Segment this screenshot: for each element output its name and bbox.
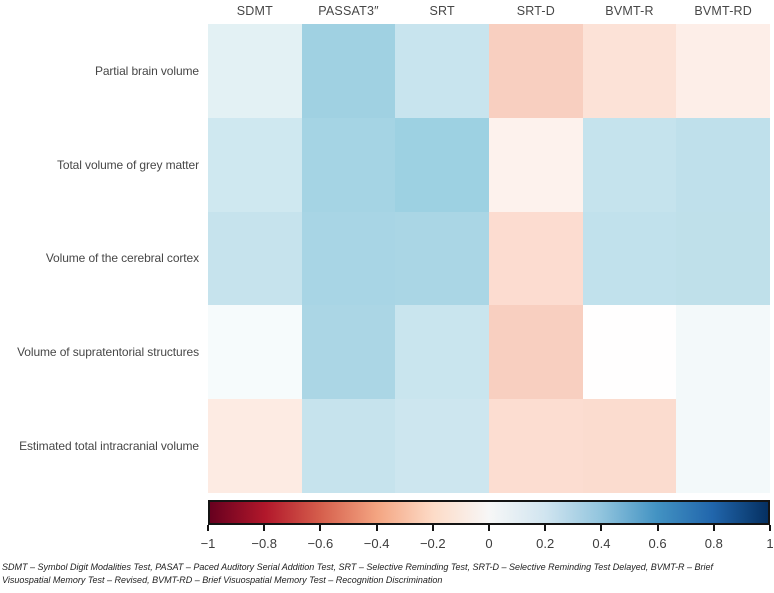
- heatmap-cell-r1-c1: [208, 24, 302, 118]
- heatmap-cell-r1-c3: [395, 24, 489, 118]
- heatmap-cell-r5-c3: [395, 399, 489, 493]
- colorbar-tick-label-0: −1: [200, 536, 216, 551]
- row-labels: Partial brain volume Total volume of grey…: [0, 24, 203, 493]
- colorbar-tick-label-2: −0.6: [307, 536, 334, 551]
- heatmap-cell-r2-c5: [582, 117, 677, 212]
- colorbar-tick-5: [488, 525, 490, 531]
- heatmap-cell-r2-c1: [208, 117, 302, 212]
- heatmap-cell-r2-c3: [395, 117, 489, 212]
- colorbar-ticks: [207, 525, 771, 532]
- colorbar-tick-3: [375, 525, 378, 531]
- colorbar-tick-label-7: 0.4: [592, 536, 611, 551]
- heatmap-cell-r1-c2: [301, 24, 396, 118]
- colorbar-tick-6: [544, 525, 547, 531]
- colorbar-tick-1: [263, 525, 266, 531]
- colorbar-tick-4: [431, 525, 434, 531]
- colorbar-tick-0: [207, 525, 209, 531]
- column-header-srt-d: SRT-D: [516, 4, 555, 18]
- heatmap-cell-r2-c6: [676, 117, 770, 212]
- heatmap-cell-r2-c2: [301, 117, 396, 212]
- heatmap-cell-r3-c6: [676, 211, 770, 306]
- column-header-sdmt: SDMT: [236, 4, 273, 18]
- heatmap-cell-r5-c4: [488, 399, 583, 493]
- colorbar-tick-10: [769, 525, 771, 531]
- heatmap-cell-r3-c2: [301, 211, 396, 306]
- column-headers: SDMT PASSAT3″ SRT SRT-D BVMT-R BVMT-RD: [208, 0, 770, 22]
- heatmap-cell-r2-c4: [488, 117, 583, 212]
- colorbar-tick-2: [319, 525, 322, 531]
- colorbar-tick-label-4: −0.2: [419, 536, 446, 551]
- heatmap-cell-r4-c6: [676, 305, 770, 400]
- row-label-volume-of-the-cerebral-cortex: Volume of the cerebral cortex: [45, 251, 199, 266]
- colorbar: [208, 500, 770, 525]
- heatmap-grid: [208, 24, 770, 493]
- heatmap-cell-r4-c5: [582, 305, 677, 400]
- row-label-total-volume-of-grey-matter: Total volume of grey matter: [56, 157, 199, 172]
- heatmap-cell-r4-c2: [301, 305, 396, 400]
- row-label-volume-of-supratentorial-structures: Volume of supratentorial structures: [17, 345, 199, 360]
- row-label-estimated-total-intracranial-volume: Estimated total intracranial volume: [19, 439, 199, 454]
- heatmap-cell-r4-c4: [488, 305, 583, 400]
- heatmap-cell-r3-c4: [488, 211, 583, 306]
- footnote: SDMT – Symbol Digit Modalities Test, PAS…: [2, 561, 774, 587]
- heatmap-cell-r1-c5: [582, 24, 677, 118]
- column-header-bvmt-r: BVMT-R: [605, 4, 654, 18]
- column-header-passat3: PASSAT3″: [318, 4, 379, 18]
- colorbar-tick-9: [712, 525, 715, 531]
- column-header-bvmt-rd: BVMT-RD: [694, 4, 753, 18]
- heatmap-cell-r5-c2: [301, 399, 396, 493]
- colorbar-tick-8: [656, 525, 659, 531]
- column-header-srt: SRT: [429, 4, 455, 18]
- colorbar-tick-7: [600, 525, 603, 531]
- colorbar-tick-labels: −1 −0.8 −0.6 −0.4 −0.2 0 0.2 0.4 0.6 0.8 1: [201, 536, 774, 554]
- colorbar-tick-label-3: −0.4: [363, 536, 390, 551]
- footnote-line-1: SDMT – Symbol Digit Modalities Test, PAS…: [2, 562, 713, 572]
- row-label-partial-brain-volume: Partial brain volume: [94, 63, 199, 78]
- footnote-line-2: Visuospatial Memory Test – Revised, BVMT…: [2, 575, 443, 586]
- colorbar-tick-label-1: −0.8: [251, 536, 278, 551]
- heatmap-cell-r4-c1: [208, 305, 302, 400]
- heatmap-cell-r3-c3: [395, 211, 489, 306]
- heatmap-cell-r5-c1: [208, 399, 302, 493]
- colorbar-tick-label-6: 0.2: [536, 536, 555, 551]
- colorbar-tick-label-9: 0.8: [704, 536, 723, 551]
- heatmap-cell-r4-c3: [395, 305, 489, 400]
- heatmap-cell-r5-c6: [676, 399, 770, 493]
- heatmap-cell-r5-c5: [582, 399, 677, 493]
- colorbar-tick-label-10: 1: [766, 536, 774, 551]
- heatmap-cell-r1-c6: [676, 24, 770, 118]
- heatmap-cell-r3-c1: [208, 211, 302, 306]
- colorbar-tick-label-8: 0.6: [648, 536, 667, 551]
- heatmap-cell-r1-c4: [488, 24, 583, 118]
- colorbar-tick-label-5: 0: [485, 536, 493, 551]
- heatmap-cell-r3-c5: [582, 211, 677, 306]
